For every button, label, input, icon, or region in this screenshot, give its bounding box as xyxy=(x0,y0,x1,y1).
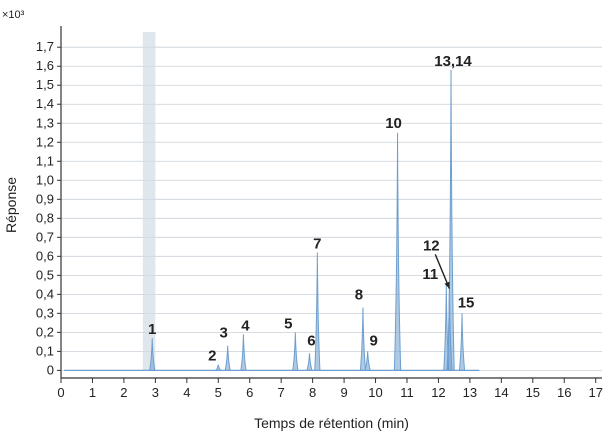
y-tick-labels: 0 0,1 0,2 0,3 0,4 0,5 0,6 0,7 0,8 0,9 1,0 1,1 1,2 1,3… xyxy=(36,39,54,377)
y-tick-label: 1,1 xyxy=(36,153,54,168)
arrow-head xyxy=(444,281,450,289)
y-tick-label: 1,7 xyxy=(36,39,54,54)
x-tick-label: 0 xyxy=(57,385,64,400)
peak-label: 9 xyxy=(369,332,377,349)
peak-trace xyxy=(224,345,231,371)
y-tick-label: 0,8 xyxy=(36,210,54,225)
x-tick-label: 3 xyxy=(152,385,159,400)
peak-trace xyxy=(214,364,223,371)
grid-lines xyxy=(57,46,602,371)
x-axis-title: Temps de rétention (min) xyxy=(254,415,409,431)
peak-label: 15 xyxy=(458,294,475,311)
peak-label: 1 xyxy=(148,321,156,338)
x-tick-label: 14 xyxy=(494,385,508,400)
y-tick-label: 0,5 xyxy=(36,267,54,282)
x-tick-label: 7 xyxy=(278,385,285,400)
x-tick-labels: 0 1 2 3 4 5 6 7 8 9 10 11 12 13 14 15 16 17 xyxy=(57,385,603,400)
peak-label: 13,14 xyxy=(434,53,472,70)
y-axis-title: Réponse xyxy=(3,177,19,233)
peak-label: 3 xyxy=(220,325,228,342)
peak-label: 6 xyxy=(307,332,315,349)
peak-label: 7 xyxy=(313,236,321,253)
x-tick-label: 10 xyxy=(368,385,382,400)
peak-trace xyxy=(292,332,299,371)
peak-trace xyxy=(359,307,367,371)
peak-trace xyxy=(314,252,321,371)
y-tick-label: 1,3 xyxy=(36,115,54,130)
y-tick-label: 1,4 xyxy=(36,96,54,111)
y-tick-label: 0,9 xyxy=(36,191,54,206)
x-tick-label: 2 xyxy=(120,385,127,400)
peak-label: 12 xyxy=(423,237,440,254)
y-tick-label: 0,4 xyxy=(36,286,54,301)
x-tick-label: 9 xyxy=(340,385,347,400)
peak-trace xyxy=(240,334,247,371)
peak-label: 5 xyxy=(284,315,292,332)
x-tick-label: 11 xyxy=(400,385,414,400)
peak-trace xyxy=(306,353,313,371)
x-tick-label: 5 xyxy=(215,385,222,400)
peak-trace xyxy=(458,313,466,371)
y-tick-label: 0,2 xyxy=(36,324,54,339)
y-tick-label: 0 xyxy=(47,362,54,377)
y-tick-label: 0,3 xyxy=(36,305,54,320)
x-tick-label: 4 xyxy=(183,385,190,400)
peak-label: 8 xyxy=(355,287,363,304)
peak-trace xyxy=(149,338,156,371)
y-tick-label: 1,5 xyxy=(36,77,54,92)
y-tick-label: 0,6 xyxy=(36,248,54,263)
y-tick-label: 1,6 xyxy=(36,58,54,73)
x-tick-label: 16 xyxy=(557,385,571,400)
x-tick-label: 1 xyxy=(89,385,96,400)
y-tick-label: 1,2 xyxy=(36,134,54,149)
axes xyxy=(60,26,602,383)
y-tick-label: 0,7 xyxy=(36,229,54,244)
x-tick-label: 12 xyxy=(431,385,445,400)
chromatogram-trace xyxy=(64,70,480,371)
x-tick-label: 6 xyxy=(246,385,253,400)
x-tick-label: 13 xyxy=(463,385,477,400)
x-tick-label: 15 xyxy=(526,385,540,400)
x-tick-label: 17 xyxy=(588,385,602,400)
x-tick-label: 8 xyxy=(309,385,316,400)
peak-label: 4 xyxy=(241,317,250,334)
y-multiplier-label: ×10³ xyxy=(2,9,25,21)
peak-trace xyxy=(447,70,455,371)
peak-label: 10 xyxy=(385,115,402,132)
peak-label: 11 xyxy=(422,266,438,283)
y-tick-label: 1,0 xyxy=(36,172,54,187)
peak-trace xyxy=(364,351,371,371)
peak-trace xyxy=(393,132,402,371)
peak-label: 2 xyxy=(208,348,216,365)
highlight-band xyxy=(142,32,156,371)
y-tick-label: 0,1 xyxy=(36,343,54,358)
